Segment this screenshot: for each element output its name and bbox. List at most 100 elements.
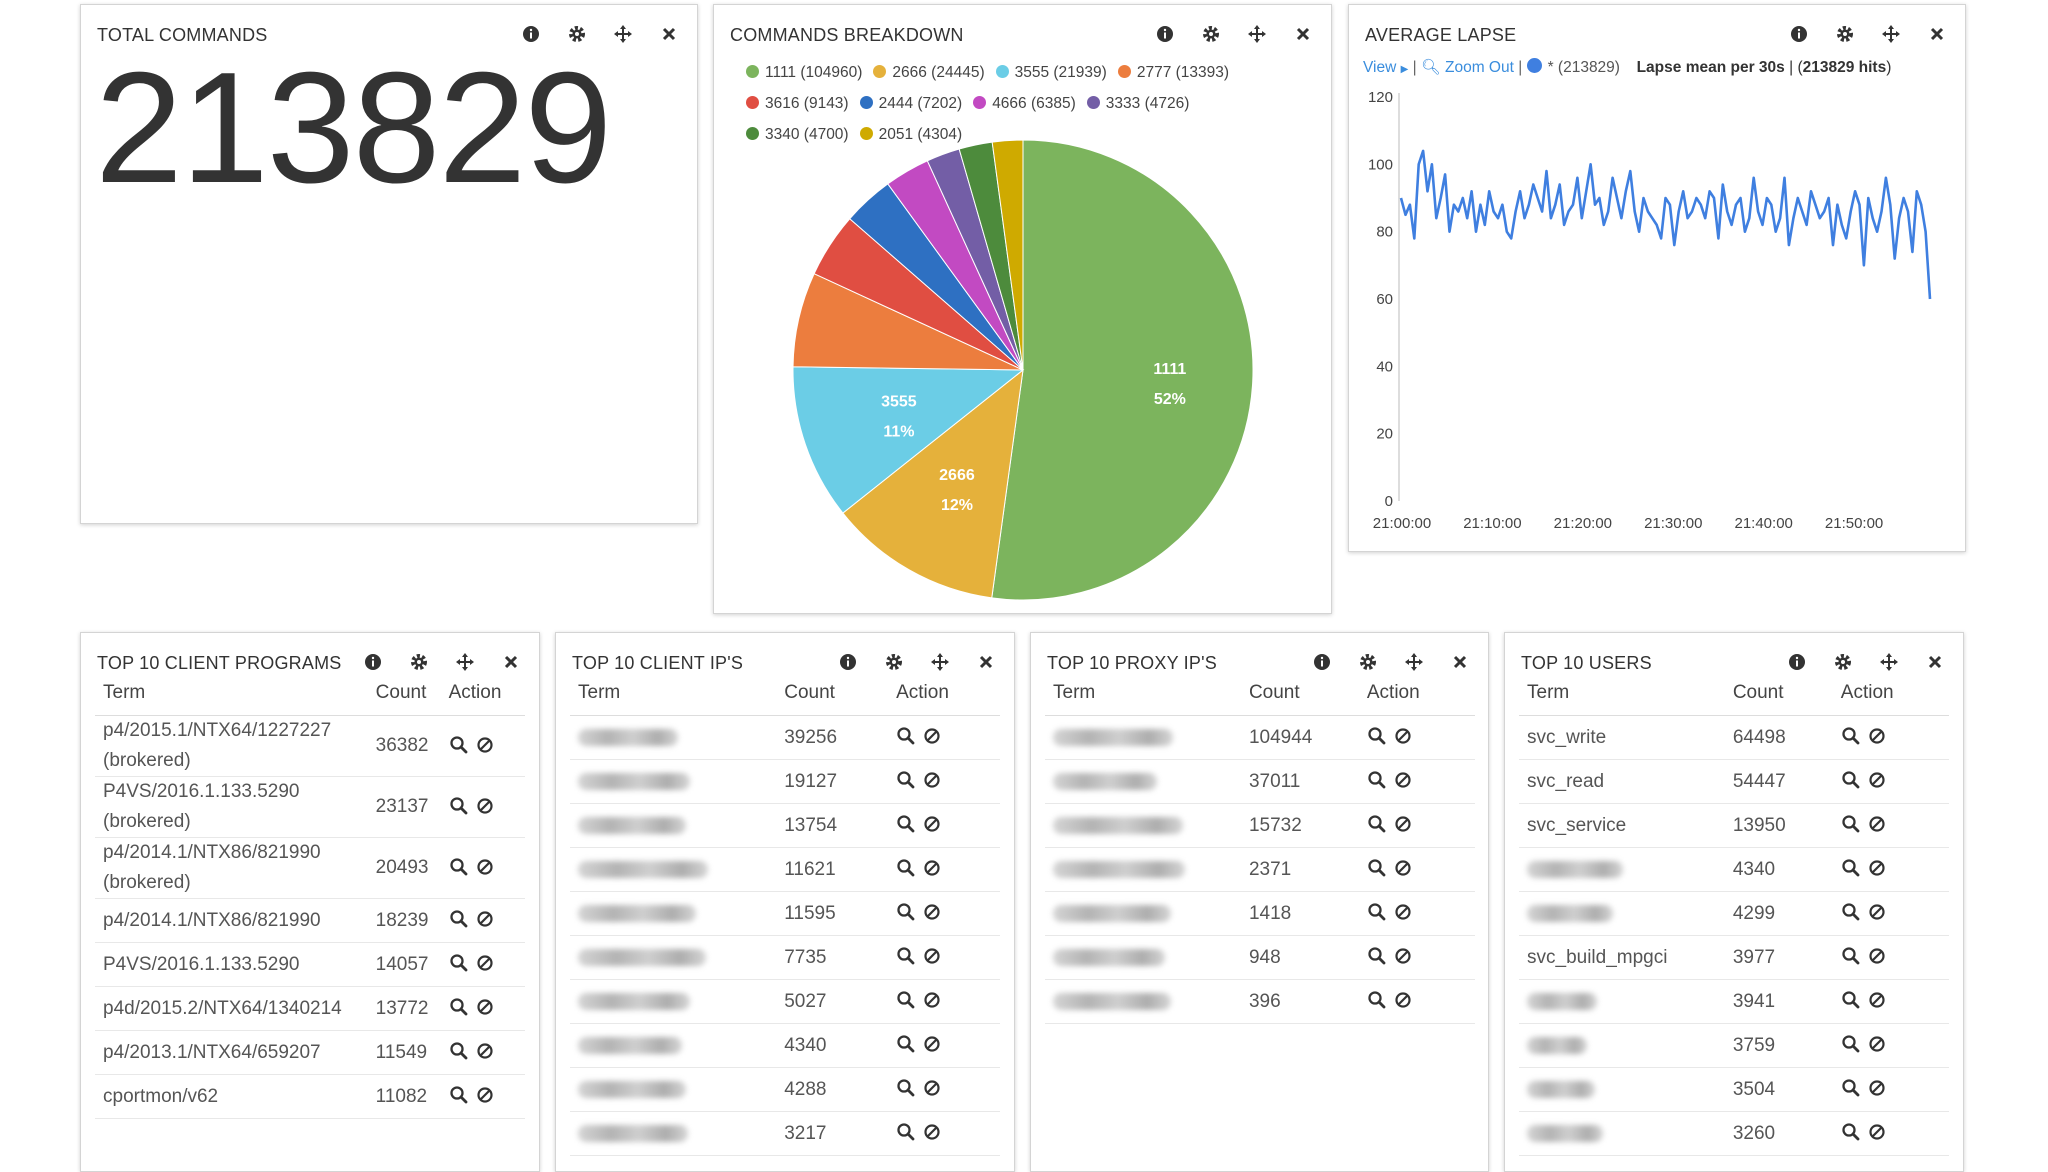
column-header[interactable]: Term [1045, 671, 1241, 716]
ban-icon[interactable] [475, 796, 497, 818]
move-icon[interactable] [1245, 22, 1269, 46]
close-icon[interactable] [657, 22, 681, 46]
view-menu[interactable]: View ▶ [1363, 59, 1409, 76]
search-icon[interactable] [896, 990, 918, 1012]
search-icon[interactable] [1841, 814, 1863, 836]
ban-icon[interactable] [1867, 990, 1889, 1012]
search-icon[interactable] [896, 770, 918, 792]
search-icon[interactable] [449, 857, 471, 879]
legend-item[interactable]: 3555 (21939) [995, 57, 1107, 88]
ban-icon[interactable] [1393, 770, 1415, 792]
column-header[interactable]: Term [1519, 671, 1725, 716]
ban-icon[interactable] [922, 902, 944, 924]
term-cell[interactable] [570, 979, 777, 1024]
search-icon[interactable] [896, 1034, 918, 1056]
term-cell[interactable] [1045, 803, 1241, 848]
ban-icon[interactable] [922, 814, 944, 836]
gear-icon[interactable] [1199, 22, 1223, 46]
info-icon[interactable] [519, 22, 543, 46]
term-cell[interactable] [1045, 935, 1241, 980]
search-icon[interactable] [896, 858, 918, 880]
ban-icon[interactable] [922, 858, 944, 880]
pie-slice-2051[interactable] [991, 139, 1024, 371]
column-header[interactable]: Action [440, 671, 525, 716]
info-icon[interactable] [1310, 650, 1334, 674]
term-cell[interactable] [1519, 1067, 1725, 1112]
search-icon[interactable] [1841, 990, 1863, 1012]
series-line[interactable] [1399, 149, 1932, 300]
ban-icon[interactable] [1867, 858, 1889, 880]
term-cell[interactable]: cportmon/v62 [95, 1074, 368, 1119]
term-cell[interactable]: svc_read [1519, 759, 1725, 804]
info-icon[interactable] [361, 650, 385, 674]
term-cell[interactable]: P4VS/2016.1.133.5290 (brokered) [95, 776, 368, 838]
term-cell[interactable] [1519, 891, 1725, 936]
search-icon[interactable] [896, 1122, 918, 1144]
ban-icon[interactable] [1867, 1034, 1889, 1056]
close-icon[interactable] [1448, 650, 1472, 674]
zoom-out-button[interactable]: 🔍︎ Zoom Out [1421, 59, 1514, 76]
term-cell[interactable]: p4/2014.1/NTX86/821990 [95, 898, 368, 943]
term-cell[interactable]: P4VS/2016.1.133.5290 [95, 942, 368, 987]
ban-icon[interactable] [1393, 814, 1415, 836]
term-cell[interactable] [1519, 979, 1725, 1024]
ban-icon[interactable] [922, 946, 944, 968]
column-header[interactable]: Count [1724, 671, 1833, 716]
term-cell[interactable] [1045, 847, 1241, 892]
term-cell[interactable]: p4/2014.1/NTX86/821990 (brokered) [95, 837, 368, 899]
ban-icon[interactable] [1393, 902, 1415, 924]
ban-icon[interactable] [475, 857, 497, 879]
column-header[interactable]: Action [1358, 671, 1475, 716]
legend-item[interactable]: 3340 (4700) [746, 119, 849, 150]
term-cell[interactable] [570, 715, 777, 760]
term-cell[interactable]: svc_write [1519, 715, 1725, 760]
column-header[interactable]: Action [1832, 671, 1949, 716]
search-icon[interactable] [449, 1041, 471, 1063]
legend-item[interactable]: 3616 (9143) [746, 88, 849, 119]
ban-icon[interactable] [1867, 1078, 1889, 1100]
search-icon[interactable] [896, 902, 918, 924]
ban-icon[interactable] [475, 997, 497, 1019]
pie-slice-1111[interactable] [991, 139, 1254, 601]
term-cell[interactable] [570, 1023, 777, 1068]
gear-icon[interactable] [565, 22, 589, 46]
legend-item[interactable]: 4666 (6385) [973, 88, 1076, 119]
search-icon[interactable] [1367, 814, 1389, 836]
ban-icon[interactable] [922, 1034, 944, 1056]
ban-icon[interactable] [1867, 946, 1889, 968]
ban-icon[interactable] [475, 953, 497, 975]
move-icon[interactable] [1402, 650, 1426, 674]
search-icon[interactable] [1841, 1122, 1863, 1144]
ban-icon[interactable] [1867, 902, 1889, 924]
ban-icon[interactable] [475, 1085, 497, 1107]
term-cell[interactable]: svc_build_mpgci [1519, 935, 1725, 980]
move-icon[interactable] [453, 650, 477, 674]
search-icon[interactable] [1367, 770, 1389, 792]
search-icon[interactable] [1841, 770, 1863, 792]
gear-icon[interactable] [407, 650, 431, 674]
ban-icon[interactable] [1867, 1122, 1889, 1144]
search-icon[interactable] [449, 997, 471, 1019]
term-cell[interactable] [570, 759, 777, 804]
term-cell[interactable] [570, 891, 777, 936]
search-icon[interactable] [1841, 726, 1863, 748]
column-header[interactable]: Count [776, 671, 889, 716]
column-header[interactable]: Action [888, 671, 1000, 716]
search-icon[interactable] [1367, 726, 1389, 748]
move-icon[interactable] [1879, 22, 1903, 46]
term-cell[interactable] [570, 1111, 777, 1156]
info-icon[interactable] [1785, 650, 1809, 674]
term-cell[interactable]: svc_service [1519, 803, 1725, 848]
ban-icon[interactable] [1393, 990, 1415, 1012]
close-icon[interactable] [1925, 22, 1949, 46]
term-cell[interactable]: p4d/2015.2/NTX64/1340214 [95, 986, 368, 1031]
legend-item[interactable]: 2051 (4304) [859, 119, 962, 150]
ban-icon[interactable] [922, 1122, 944, 1144]
info-icon[interactable] [836, 650, 860, 674]
ban-icon[interactable] [1393, 726, 1415, 748]
term-cell[interactable] [1519, 847, 1725, 892]
ban-icon[interactable] [922, 770, 944, 792]
ban-icon[interactable] [922, 990, 944, 1012]
move-icon[interactable] [611, 22, 635, 46]
search-icon[interactable] [1367, 990, 1389, 1012]
